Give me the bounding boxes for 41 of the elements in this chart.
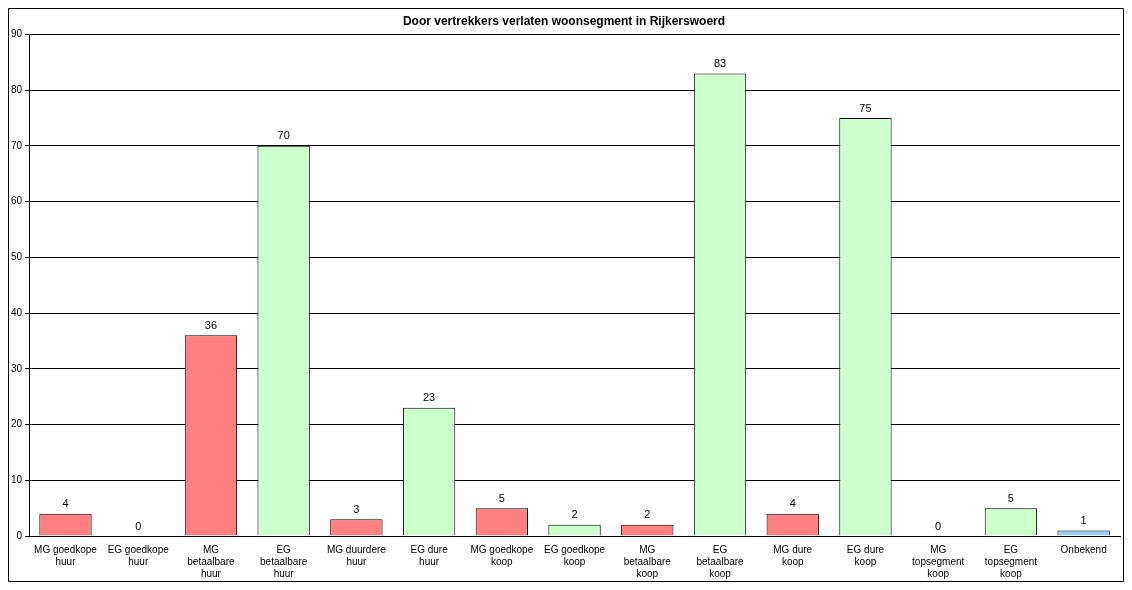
y-tick-label: 80 [11,83,23,95]
x-tick-label: EG topsegment koop [984,543,1038,579]
x-tick-label: Onbekend [1060,543,1107,555]
x-tick-label: EG dure huur [410,543,449,567]
data-label: 4 [62,497,69,510]
x-tick-label: EG betaalbare huur [260,543,308,579]
y-tick-label: 10 [11,474,23,486]
x-tick-label: MG goedkope koop [470,543,534,567]
y-tick-label: 20 [11,418,23,430]
y-tick-label: 90 [11,28,23,40]
y-tick-label: 40 [11,306,23,318]
data-label: 2 [644,508,651,521]
data-label: 1 [1080,513,1087,526]
x-tick-label: EG goedkope koop [543,543,606,567]
y-tick-label: 0 [16,529,23,541]
data-label: 70 [277,129,290,142]
x-tick-label: MG dure koop [773,543,813,567]
x-tick-label: EG betaalbare koop [696,543,745,579]
x-tick-label: MG betaalbare koop [623,543,672,579]
chart-title: Door vertrekkers verlaten woonsegment in Rijkerswoerd [402,13,726,28]
data-label: 23 [422,391,436,404]
x-tick-label: EG goedkope huur [107,543,170,567]
y-tick-label: 70 [11,139,23,151]
data-label: 2 [571,508,578,521]
y-tick-label: 60 [11,195,23,207]
data-label: 36 [204,318,218,331]
data-label: 83 [713,56,727,69]
data-label: 5 [498,491,505,504]
x-tick-label: MG topsegment koop [912,543,965,579]
data-label: 4 [789,497,796,510]
data-label: 75 [859,101,872,114]
data-label: 3 [353,502,360,515]
x-tick-label: MG betaalbare huur [187,543,235,579]
x-tick-label: MG goedkope huur [34,543,98,567]
y-tick-label: 50 [11,251,23,263]
x-tick-label: EG dure koop [846,543,885,567]
y-tick-label: 30 [11,362,23,374]
x-tick-label: MG duurdere huur [326,543,387,567]
data-label: 0 [935,519,942,532]
data-label: 0 [135,519,142,532]
data-label: 5 [1007,491,1014,504]
